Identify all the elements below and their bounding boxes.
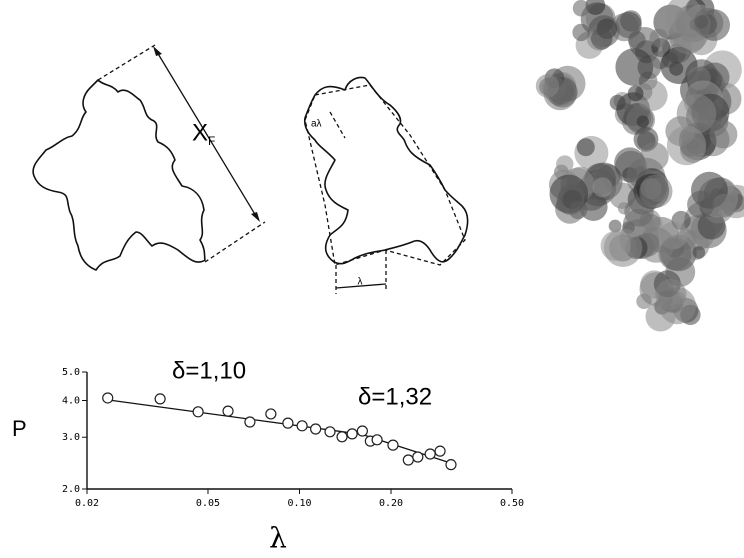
aggregate-particle [627, 85, 644, 102]
aggregate-particle [649, 28, 669, 48]
data-point [412, 451, 424, 463]
data-point [154, 393, 166, 405]
data-point [424, 448, 436, 460]
aggregate-particle [636, 79, 668, 111]
aggregate-particle [600, 230, 631, 261]
y-tick-label: 2.0 [62, 484, 80, 495]
data-point [336, 431, 348, 443]
aggregate-particle [666, 125, 707, 166]
feret-guide [204, 221, 266, 263]
aggregate-particle [636, 293, 652, 309]
aggregate-particle [694, 15, 709, 29]
aggregate-particle [676, 93, 717, 134]
aggregate-particle [585, 0, 606, 15]
data-point [387, 439, 399, 451]
x-tick-label: 0.20 [379, 498, 403, 509]
aggregate-particle [615, 48, 654, 86]
aggregate-particle [639, 174, 673, 208]
data-point [244, 416, 256, 428]
x-axis-label: λ [269, 522, 287, 555]
aggregate-particle [556, 155, 574, 173]
aggregate-particle [591, 28, 613, 50]
particle-outline [32, 79, 206, 271]
walk-polygon [304, 84, 466, 266]
y-tick-label: 4.0 [62, 395, 80, 406]
aggregate-particle [572, 23, 590, 42]
data-point [434, 445, 446, 457]
walk-illustration: λ aλ [303, 76, 469, 294]
chart: P λ δ=1,10 δ=1,32 0.02 0.05 0.10 0.20 0.50 2.… [12, 357, 524, 554]
data-point [445, 459, 457, 471]
data-point [265, 408, 277, 420]
aggregate-particle [636, 115, 649, 128]
aggregate-particle [576, 138, 595, 157]
aggregate-particle [620, 10, 642, 32]
feret-subscript: F [208, 134, 215, 148]
aggregate-particle [572, 0, 590, 17]
feret-label: X [192, 119, 208, 146]
step-label: aλ [311, 119, 322, 130]
aggregate-particle [692, 246, 706, 259]
y-tick-label: 3.0 [62, 432, 80, 443]
data-point [356, 425, 368, 437]
aggregate-particle [535, 74, 560, 98]
y-axis-label: P [12, 416, 27, 441]
data-point [296, 420, 308, 432]
step-length-label: λ [358, 277, 363, 288]
aggregate-particle [609, 94, 626, 111]
annotation: δ=1,10 [172, 357, 246, 384]
data-point [310, 423, 322, 435]
data-point [222, 405, 234, 417]
data-point [402, 454, 414, 466]
particle-outline [303, 76, 469, 265]
aggregate-particle [687, 190, 715, 219]
aggregate-particle [711, 193, 736, 218]
x-tick-label: 0.05 [196, 498, 220, 509]
feret-arrow [156, 51, 257, 217]
lambda-marker [335, 283, 387, 289]
data-point [371, 434, 383, 446]
feret-illustration: X F [32, 44, 266, 271]
y-tick-label: 5.0 [62, 367, 80, 378]
aggregate-particle [568, 200, 588, 220]
aggregate-particle [639, 142, 669, 172]
data-point [192, 406, 204, 418]
feret-guide [97, 44, 156, 81]
x-tick-label: 0.10 [287, 498, 311, 509]
data-point [102, 392, 114, 404]
aggregate-particle [624, 197, 654, 227]
aggregate-particle [709, 120, 738, 149]
x-tick-label: 0.02 [75, 498, 99, 509]
aggregate-image [535, 0, 744, 332]
x-tick-label: 0.50 [500, 498, 524, 509]
data-point [282, 417, 294, 429]
annotation: δ=1,32 [358, 383, 432, 410]
aggregate-particle [655, 278, 687, 311]
aggregate-particle [592, 177, 613, 198]
data-point [346, 428, 358, 440]
data-point [324, 426, 336, 438]
